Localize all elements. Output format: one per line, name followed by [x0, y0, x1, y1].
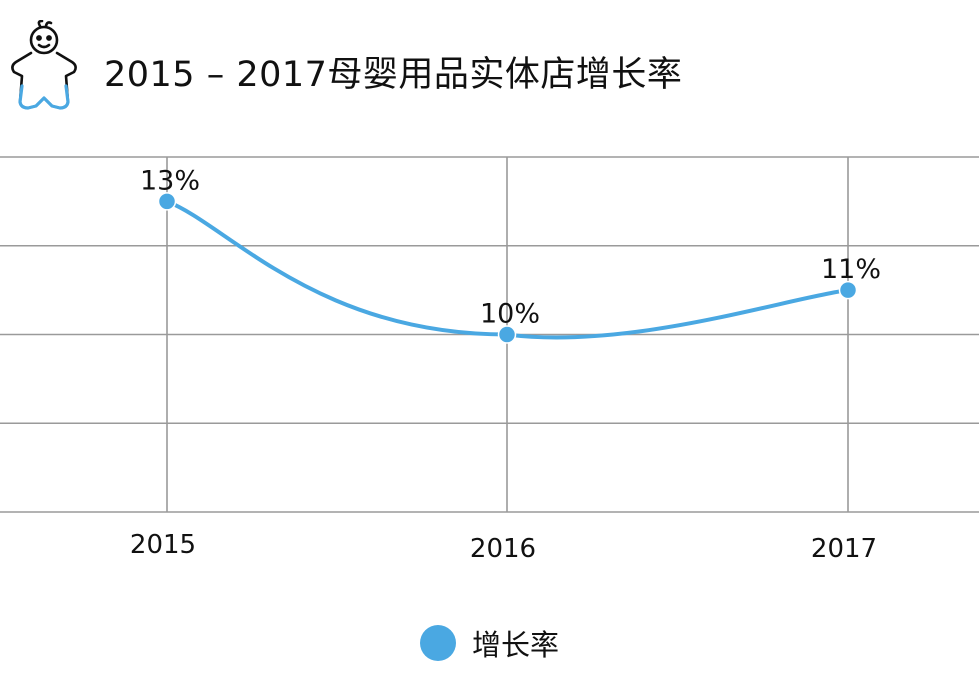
- x-tick-label: 2015: [130, 530, 196, 560]
- legend-swatch: [420, 625, 456, 661]
- header: 2015 – 2017母婴用品实体店增长率: [0, 0, 979, 140]
- data-points: [157, 192, 858, 344]
- line-chart: 13% 10% 11% 2015 2016 2017: [0, 156, 979, 564]
- legend: 增长率: [420, 620, 559, 666]
- baby-icon: [11, 20, 77, 110]
- x-tick-label: 2017: [811, 534, 877, 564]
- data-point-2015: [157, 192, 177, 211]
- x-tick-label: 2016: [470, 534, 536, 564]
- data-labels: 13% 10% 11%: [140, 165, 881, 329]
- legend-label: 增长率: [472, 628, 560, 662]
- data-point-2017: [838, 280, 858, 300]
- x-tick-labels: 2015 2016 2017: [130, 530, 877, 564]
- data-label-2015: 13%: [140, 165, 200, 196]
- chart-title: 2015 – 2017母婴用品实体店增长率: [104, 55, 683, 95]
- data-label-2016: 10%: [480, 299, 540, 330]
- data-point-2016: [497, 325, 517, 344]
- data-label-2017: 11%: [821, 254, 881, 285]
